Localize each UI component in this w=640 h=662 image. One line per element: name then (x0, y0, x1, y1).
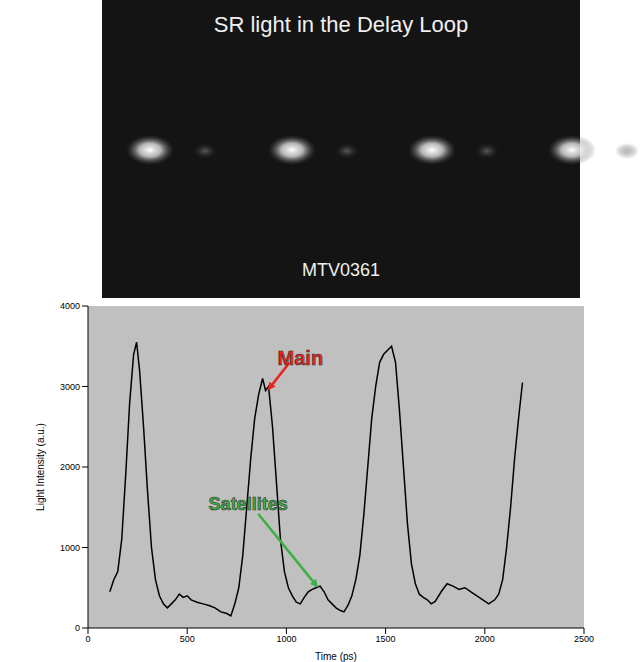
svg-text:2000: 2000 (475, 634, 495, 644)
svg-text:500: 500 (180, 634, 195, 644)
svg-text:Light Intensity (a.u.): Light Intensity (a.u.) (35, 423, 46, 511)
svg-text:1000: 1000 (276, 634, 296, 644)
svg-text:MTV0361: MTV0361 (302, 260, 380, 280)
svg-text:Main: Main (278, 347, 324, 369)
svg-text:SR light in the Delay Loop: SR light in the Delay Loop (214, 12, 468, 37)
svg-text:4000: 4000 (60, 301, 80, 311)
svg-text:3000: 3000 (60, 382, 80, 392)
svg-text:0: 0 (85, 634, 90, 644)
svg-text:Time (ps): Time (ps) (315, 651, 357, 662)
svg-text:Satellites: Satellites (209, 494, 288, 514)
svg-text:0: 0 (75, 623, 80, 633)
svg-text:1000: 1000 (60, 543, 80, 553)
svg-text:2000: 2000 (60, 462, 80, 472)
svg-text:2500: 2500 (574, 634, 594, 644)
svg-text:1500: 1500 (376, 634, 396, 644)
